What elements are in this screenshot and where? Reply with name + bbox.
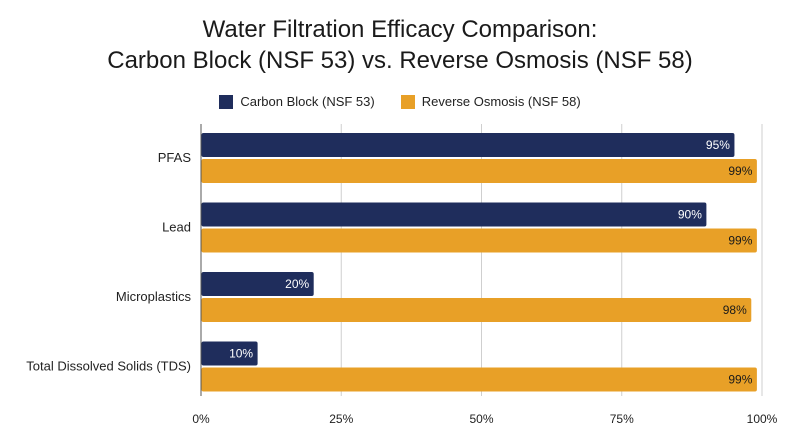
category-label: PFAS bbox=[158, 150, 192, 165]
chart-title: Water Filtration Efficacy Comparison: Ca… bbox=[0, 14, 800, 76]
bar bbox=[201, 298, 752, 322]
legend-swatch-reverse-osmosis bbox=[400, 94, 415, 109]
chart-title-line-2: Carbon Block (NSF 53) vs. Reverse Osmosi… bbox=[107, 47, 693, 74]
bar bbox=[201, 133, 735, 157]
x-tick-label: 50% bbox=[469, 412, 493, 426]
x-tick-label: 100% bbox=[747, 412, 778, 426]
category-label: Lead bbox=[162, 220, 191, 235]
bar-value-label: 10% bbox=[229, 347, 253, 361]
bar-value-label: 98% bbox=[723, 303, 747, 317]
bar-value-label: 90% bbox=[678, 208, 702, 222]
category-label: Microplastics bbox=[116, 289, 192, 304]
bar-value-label: 95% bbox=[706, 138, 730, 152]
x-tick-label: 0% bbox=[192, 412, 210, 426]
bar bbox=[201, 367, 757, 392]
legend-swatch-carbon-block bbox=[219, 94, 234, 109]
bar bbox=[201, 341, 258, 366]
bar-value-label: 99% bbox=[728, 164, 752, 178]
category-label: Total Dissolved Solids (TDS) bbox=[26, 359, 191, 374]
bar bbox=[201, 159, 757, 183]
bar-value-label: 99% bbox=[728, 234, 752, 248]
x-tick-label: 25% bbox=[329, 412, 353, 426]
x-tick-label: 75% bbox=[610, 412, 634, 426]
legend-item-reverse-osmosis: Reverse Osmosis (NSF 58) bbox=[400, 94, 581, 109]
bar-value-label: 99% bbox=[728, 373, 752, 387]
bar bbox=[201, 202, 707, 227]
legend-item-carbon-block: Carbon Block (NSF 53) bbox=[219, 94, 375, 109]
chart-legend: Carbon Block (NSF 53) Reverse Osmosis (N… bbox=[0, 94, 800, 109]
bar bbox=[201, 272, 314, 296]
bar-value-label: 20% bbox=[285, 277, 309, 291]
legend-label-reverse-osmosis: Reverse Osmosis (NSF 58) bbox=[421, 94, 581, 109]
legend-label-carbon-block: Carbon Block (NSF 53) bbox=[240, 94, 375, 109]
chart-title-line-1: Water Filtration Efficacy Comparison: bbox=[202, 16, 598, 43]
bar bbox=[201, 228, 757, 253]
